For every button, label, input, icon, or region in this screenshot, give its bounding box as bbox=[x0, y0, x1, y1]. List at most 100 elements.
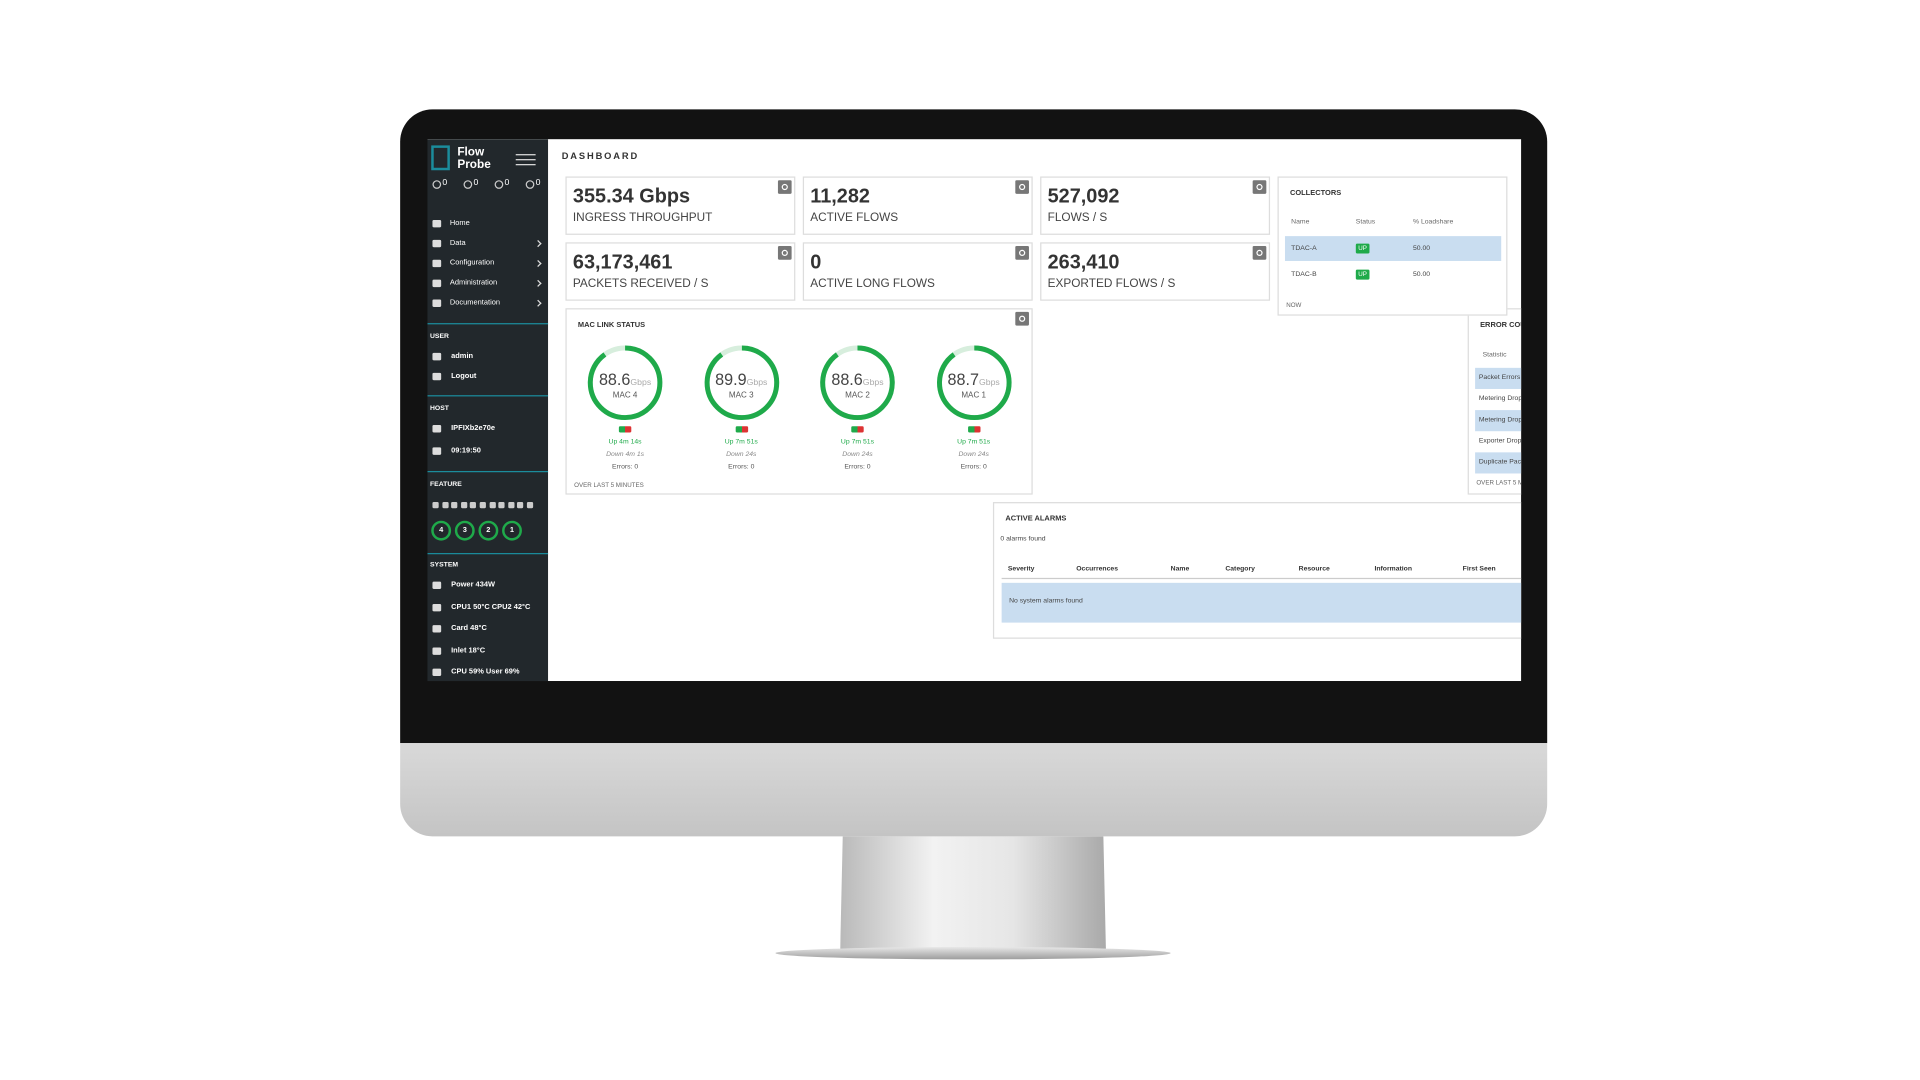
settings-button[interactable] bbox=[1252, 246, 1267, 260]
cell: Exporter Dropped Records bbox=[1478, 437, 1522, 445]
counter-icon bbox=[463, 180, 473, 189]
settings-button[interactable] bbox=[1252, 180, 1267, 194]
settings-button[interactable] bbox=[1015, 180, 1029, 194]
settings-button[interactable] bbox=[1015, 311, 1029, 326]
stat-value: 63,173,461 bbox=[572, 252, 673, 274]
column-header[interactable]: Category bbox=[1225, 565, 1255, 573]
gauge: 89.9Gbps MAC 3 bbox=[703, 344, 780, 421]
stat-card: 355.34 Gbps INGRESS THROUGHPUT bbox=[565, 176, 796, 235]
link-icons bbox=[618, 426, 632, 433]
settings-button[interactable] bbox=[1015, 246, 1029, 260]
gauge-reading: 88.6Gbps bbox=[819, 369, 896, 391]
column-header[interactable]: Name bbox=[1170, 565, 1190, 573]
cell: Metering Dropped Packets bbox=[1478, 395, 1521, 403]
separator bbox=[427, 323, 549, 325]
feature-badge: 3 bbox=[454, 520, 475, 541]
column-header[interactable]: Information bbox=[1374, 565, 1413, 573]
gauge-value: 88.6 bbox=[598, 370, 631, 389]
chevron bbox=[534, 299, 542, 307]
feature-icon bbox=[451, 502, 458, 509]
link-errors: Errors: 0 bbox=[844, 463, 871, 471]
gauge-name: MAC 2 bbox=[845, 391, 870, 401]
feature-icon bbox=[432, 502, 439, 509]
empty-text: No system alarms found bbox=[1009, 597, 1083, 606]
table-header: Status bbox=[1355, 218, 1376, 227]
menu-bar bbox=[515, 164, 536, 166]
feature-icon bbox=[517, 502, 524, 509]
section-icon bbox=[432, 668, 442, 677]
column-header[interactable]: Resource bbox=[1298, 565, 1330, 573]
header-rule bbox=[1001, 577, 1522, 580]
stat-value: 355.34 Gbps bbox=[572, 186, 691, 208]
link-up: Up 4m 14s bbox=[608, 438, 642, 447]
feature-icon bbox=[460, 502, 468, 509]
section-item[interactable]: admin bbox=[451, 352, 474, 361]
stat-label: INGRESS THROUGHPUT bbox=[572, 211, 713, 225]
stat-card: 263,410 EXPORTED FLOWS / S bbox=[1040, 242, 1271, 301]
nav-item[interactable]: Home bbox=[449, 219, 470, 228]
feature-icon bbox=[441, 502, 449, 509]
table-row: Metering Dropped Records0 bbox=[1475, 410, 1522, 432]
link-errors: Errors: 0 bbox=[728, 463, 755, 471]
nav-item[interactable]: Data bbox=[449, 239, 466, 248]
card-title: ACTIVE ALARMS bbox=[1005, 515, 1067, 524]
sidebar: Flow Probe 0 0 0 0 Home Data Configuration Admini… bbox=[427, 139, 549, 682]
menu-toggle[interactable] bbox=[515, 154, 536, 168]
cell: TDAC-A bbox=[1291, 244, 1317, 253]
feature-icon bbox=[489, 502, 496, 509]
link-down: Down 24s bbox=[842, 451, 873, 459]
link-down: Down 24s bbox=[958, 451, 989, 459]
link-down: Down 4m 1s bbox=[606, 451, 645, 459]
mac-link-card: MAC LINK STATUS 88.6Gbps MAC 4 Up 4m 14s Dow… bbox=[565, 308, 1033, 495]
nav-icon bbox=[432, 239, 442, 248]
stat-value: 11,282 bbox=[810, 186, 870, 208]
gauge: 88.6Gbps MAC 2 bbox=[819, 344, 896, 421]
table-row: Exporter Dropped Records0 bbox=[1475, 431, 1521, 452]
gauge-ring bbox=[587, 345, 663, 421]
column-header[interactable]: Severity bbox=[1007, 565, 1035, 573]
link-icons bbox=[851, 426, 864, 433]
section-icon bbox=[432, 603, 442, 611]
section-item[interactable]: Logout bbox=[451, 372, 477, 381]
stat-label: ACTIVE LONG FLOWS bbox=[810, 277, 935, 291]
section-icon bbox=[432, 581, 442, 590]
gauge-arc bbox=[704, 345, 779, 421]
chevron bbox=[534, 240, 542, 248]
section-item: CPU 59% User 69% bbox=[451, 668, 520, 677]
section-icon bbox=[432, 425, 442, 433]
brand: Flow bbox=[457, 145, 485, 160]
gauge-name: MAC 4 bbox=[612, 391, 638, 401]
link-up: Up 7m 51s bbox=[724, 438, 758, 447]
card-footer: OVER LAST 5 MINUTES bbox=[1476, 479, 1521, 488]
table-row: TDAC-B UP 50.00 bbox=[1285, 262, 1501, 287]
feature-badge: 2 bbox=[478, 520, 499, 541]
counter: 0 bbox=[473, 178, 479, 188]
monitor-stand bbox=[840, 836, 1107, 955]
logo-icon bbox=[431, 145, 450, 171]
table-row: Metering Dropped Packets0 bbox=[1475, 389, 1521, 410]
gauge-value: 88.7 bbox=[947, 370, 979, 389]
section-item: Power 434W bbox=[451, 581, 496, 590]
settings-button[interactable] bbox=[777, 180, 792, 194]
collectors-card: COLLECTORS Name Status % Loadshare TDAC-A UP 5… bbox=[1277, 176, 1508, 316]
nav-item[interactable]: Configuration bbox=[449, 259, 495, 268]
column-header[interactable]: First Seen bbox=[1462, 565, 1496, 573]
brand: Probe bbox=[457, 157, 491, 172]
feature-icon bbox=[526, 502, 534, 509]
menu-bar bbox=[515, 154, 536, 156]
nav-item[interactable]: Documentation bbox=[449, 299, 501, 307]
stat-value: 263,410 bbox=[1047, 252, 1120, 274]
gauge-arc bbox=[820, 345, 895, 421]
gauge-value: 88.6 bbox=[831, 370, 863, 389]
section-icon bbox=[432, 625, 442, 633]
section-item: 09:19:50 bbox=[451, 447, 481, 455]
chevron bbox=[534, 259, 542, 267]
settings-button[interactable] bbox=[777, 246, 792, 260]
nav-item[interactable]: Administration bbox=[449, 279, 498, 288]
column-header[interactable]: Occurrences bbox=[1076, 565, 1119, 573]
alarms-card: ACTIVE ALARMS 0 alarms found Severity Occur… bbox=[992, 502, 1522, 639]
separator bbox=[427, 470, 549, 473]
link-up: Up 7m 51s bbox=[957, 438, 991, 447]
